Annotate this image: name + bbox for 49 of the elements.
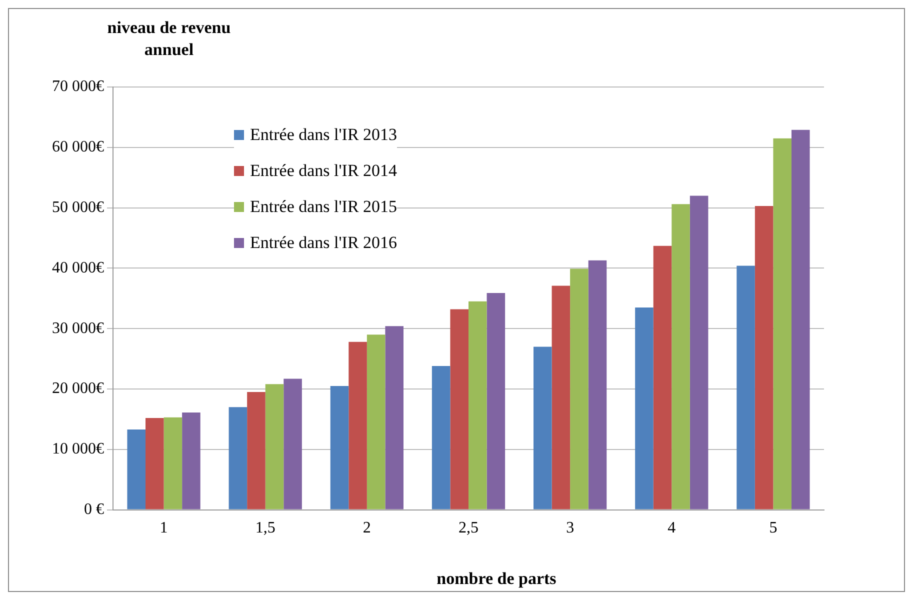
- y-tick-label: 40 000€: [52, 259, 104, 276]
- bar: [791, 130, 810, 510]
- x-tick-label: 4: [668, 520, 676, 537]
- bar: [736, 266, 755, 510]
- legend-label: Entrée dans l'IR 2016: [250, 233, 398, 253]
- bar: [534, 346, 552, 510]
- bar: [228, 407, 248, 510]
- y-tick-label: 70 000€: [52, 78, 104, 96]
- bar: [450, 309, 468, 510]
- x-tick-label: 1,5: [255, 520, 276, 537]
- bar: [773, 138, 792, 510]
- x-axis-title: nombre de parts: [436, 569, 558, 589]
- legend-label: Entrée dans l'IR 2013: [250, 125, 398, 145]
- bar: [284, 378, 302, 510]
- bar: [653, 246, 672, 510]
- legend-label: Entrée dans l'IR 2015: [250, 197, 398, 217]
- bar: [366, 334, 386, 510]
- bar: [672, 204, 690, 510]
- bar: [690, 196, 708, 510]
- y-tick-label: 10 000€: [52, 440, 104, 458]
- x-tick-label: 5: [769, 520, 778, 537]
- y-tick-label: 50 000€: [52, 199, 104, 216]
- x-tick-label: 2: [362, 520, 371, 537]
- x-tick-label: 1: [160, 520, 168, 537]
- bar: [570, 268, 588, 510]
- bar: [486, 292, 506, 510]
- y-tick-label: 30 000€: [52, 320, 104, 337]
- bar: [552, 286, 570, 510]
- y-tick-label: 20 000€: [52, 380, 104, 398]
- bar: [265, 384, 284, 510]
- bar: [164, 417, 182, 510]
- y-axis-title: niveau de revenu annuel: [106, 17, 232, 61]
- y-tick-label: 60 000€: [52, 138, 104, 156]
- x-tick-label: 3: [566, 520, 574, 537]
- bar: [348, 342, 367, 510]
- bar: [588, 260, 607, 510]
- bar: [146, 418, 164, 510]
- bar: [635, 307, 654, 510]
- bar: [330, 386, 349, 510]
- x-tick-label: 2,5: [458, 520, 478, 537]
- bar: [247, 392, 266, 510]
- bar: [468, 301, 487, 510]
- bar: [127, 429, 146, 510]
- bar: [754, 206, 774, 510]
- bar: [385, 326, 404, 510]
- legend-label: Entrée dans l'IR 2014: [250, 161, 398, 181]
- y-tick-label: 0 €: [84, 501, 104, 518]
- bar: [182, 412, 200, 510]
- bar: [432, 366, 450, 510]
